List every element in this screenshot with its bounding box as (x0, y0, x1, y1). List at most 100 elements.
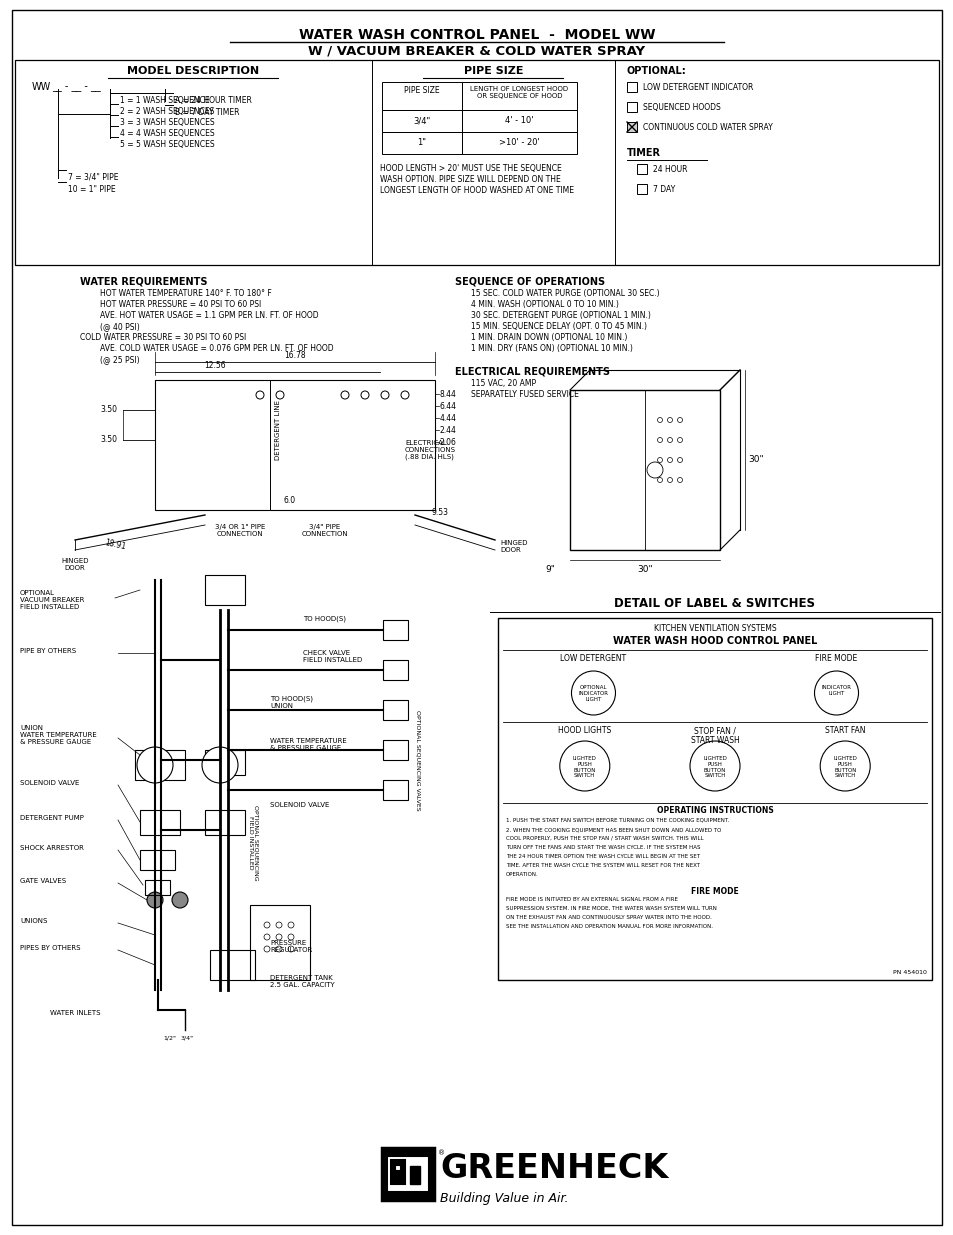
Circle shape (202, 747, 237, 783)
Bar (497, 618, 931, 981)
Text: LIGHTED
PUSH
BUTTON
SWITCH: LIGHTED PUSH BUTTON SWITCH (702, 756, 726, 778)
Circle shape (677, 437, 681, 442)
Bar (381, 110, 461, 132)
Circle shape (820, 741, 869, 790)
Bar (210, 950, 254, 981)
Bar (205, 576, 245, 605)
Circle shape (275, 923, 282, 927)
Text: UNION
WATER TEMPERATURE
& PRESSURE GAUGE: UNION WATER TEMPERATURE & PRESSURE GAUGE (20, 725, 96, 745)
Text: LONGEST LENGTH OF HOOD WASHED AT ONE TIME: LONGEST LENGTH OF HOOD WASHED AT ONE TIM… (379, 186, 574, 195)
Text: WATER WASH HOOD CONTROL PANEL: WATER WASH HOOD CONTROL PANEL (612, 636, 817, 646)
Text: TIME. AFTER THE WASH CYCLE THE SYSTEM WILL RESET FOR THE NEXT: TIME. AFTER THE WASH CYCLE THE SYSTEM WI… (505, 863, 700, 868)
Circle shape (657, 437, 661, 442)
Text: WATER WASH CONTROL PANEL  -  MODEL WW: WATER WASH CONTROL PANEL - MODEL WW (298, 28, 655, 42)
Text: KITCHEN VENTILATION SYSTEMS: KITCHEN VENTILATION SYSTEMS (653, 624, 776, 634)
Text: 16.78: 16.78 (284, 351, 306, 359)
Circle shape (657, 478, 661, 483)
Text: SOLENOID VALVE: SOLENOID VALVE (270, 802, 329, 808)
Bar (461, 82, 577, 110)
Bar (461, 110, 577, 132)
Text: UNIONS: UNIONS (20, 918, 48, 924)
Text: TO HOOD(S)
UNION: TO HOOD(S) UNION (270, 695, 313, 709)
Text: SOLENOID VALVE: SOLENOID VALVE (20, 781, 79, 785)
Text: LENGTH OF LONGEST HOOD
OR SEQUENCE OF HOOD: LENGTH OF LONGEST HOOD OR SEQUENCE OF HO… (470, 86, 568, 99)
Text: 2 = 2 WASH SEQUENCES: 2 = 2 WASH SEQUENCES (120, 107, 214, 116)
Text: 2. WHEN THE COOKING EQUIPMENT HAS BEEN SHUT DOWN AND ALLOWED TO: 2. WHEN THE COOKING EQUIPMENT HAS BEEN S… (505, 827, 720, 832)
Text: WW: WW (32, 82, 51, 91)
Text: (@ 40 PSI): (@ 40 PSI) (100, 322, 139, 331)
Text: OPTIONAL SEQUENCING
FIELD INSTALLED: OPTIONAL SEQUENCING FIELD INSTALLED (248, 805, 258, 881)
Circle shape (667, 437, 672, 442)
Bar (382, 700, 408, 720)
Text: 8.44: 8.44 (439, 390, 456, 399)
Text: 4 = 4 WASH SEQUENCES: 4 = 4 WASH SEQUENCES (120, 128, 214, 138)
Text: CHECK VALVE
FIELD INSTALLED: CHECK VALVE FIELD INSTALLED (303, 650, 362, 663)
Bar (461, 132, 577, 154)
Circle shape (264, 946, 270, 952)
Text: HOT WATER TEMPERATURE 140° F. TO 180° F: HOT WATER TEMPERATURE 140° F. TO 180° F (100, 289, 272, 298)
Circle shape (172, 892, 188, 908)
Text: ON THE EXHAUST FAN AND CONTINUOUSLY SPRAY WATER INTO THE HOOD.: ON THE EXHAUST FAN AND CONTINUOUSLY SPRA… (505, 915, 711, 920)
Text: DETERGENT TANK
2.5 GAL. CAPACITY: DETERGENT TANK 2.5 GAL. CAPACITY (270, 974, 335, 988)
Text: PRESSURE
REGULATOR: PRESSURE REGULATOR (270, 940, 312, 953)
Circle shape (288, 923, 294, 927)
Circle shape (360, 391, 369, 399)
Text: COOL PROPERLY, PUSH THE STOP FAN / START WASH SWITCH. THIS WILL: COOL PROPERLY, PUSH THE STOP FAN / START… (505, 836, 703, 841)
Circle shape (677, 478, 681, 483)
Text: 1 MIN. DRAIN DOWN (OPTIONAL 10 MIN.): 1 MIN. DRAIN DOWN (OPTIONAL 10 MIN.) (471, 333, 627, 342)
Text: __ - __ - __: __ - __ - __ (52, 82, 101, 91)
Text: SHOCK ARRESTOR: SHOCK ARRESTOR (20, 845, 84, 851)
Text: THE 24 HOUR TIMER OPTION THE WASH CYCLE WILL BEGIN AT THE SET: THE 24 HOUR TIMER OPTION THE WASH CYCLE … (505, 853, 700, 860)
Text: 4' - 10': 4' - 10' (505, 116, 533, 125)
Text: TIMER: TIMER (626, 148, 660, 158)
Circle shape (288, 934, 294, 940)
Text: SEQUENCE OF OPERATIONS: SEQUENCE OF OPERATIONS (455, 277, 604, 287)
Circle shape (275, 946, 282, 952)
Text: DETERGENT PUMP: DETERGENT PUMP (20, 815, 84, 821)
Text: 30": 30" (747, 456, 762, 464)
Text: 5 = 5 WASH SEQUENCES: 5 = 5 WASH SEQUENCES (120, 140, 214, 149)
Text: SEPARATELY FUSED SERVICE: SEPARATELY FUSED SERVICE (471, 390, 578, 399)
Text: FIRE MODE IS INITIATED BY AN EXTERNAL SIGNAL FROM A FIRE: FIRE MODE IS INITIATED BY AN EXTERNAL SI… (505, 897, 678, 902)
Bar (569, 390, 720, 550)
Text: TURN OFF THE FANS AND START THE WASH CYCLE. IF THE SYSTEM HAS: TURN OFF THE FANS AND START THE WASH CYC… (505, 845, 700, 850)
Circle shape (657, 417, 661, 422)
Circle shape (137, 747, 172, 783)
Text: COLD WATER PRESSURE = 30 PSI TO 60 PSI: COLD WATER PRESSURE = 30 PSI TO 60 PSI (80, 333, 246, 342)
Text: HINGED
DOOR: HINGED DOOR (499, 540, 527, 553)
Text: A = 24 HOUR TIMER: A = 24 HOUR TIMER (174, 96, 252, 105)
Circle shape (275, 934, 282, 940)
Text: PIPES BY OTHERS: PIPES BY OTHERS (20, 945, 80, 951)
Circle shape (380, 391, 389, 399)
Text: 3/4 OR 1" PIPE
CONNECTION: 3/4 OR 1" PIPE CONNECTION (214, 524, 265, 537)
Text: MODEL DESCRIPTION: MODEL DESCRIPTION (128, 65, 259, 77)
Bar (140, 810, 180, 835)
Text: 12.56: 12.56 (204, 361, 226, 370)
Circle shape (677, 417, 681, 422)
Text: 9": 9" (544, 564, 555, 574)
Text: AVE. COLD WATER USAGE = 0.076 GPM PER LN. FT. OF HOOD: AVE. COLD WATER USAGE = 0.076 GPM PER LN… (100, 345, 334, 353)
Bar (145, 881, 170, 895)
Text: 1": 1" (417, 138, 426, 147)
Text: 18.91: 18.91 (104, 538, 127, 552)
Bar (395, 1165, 399, 1170)
Text: FIRE MODE: FIRE MODE (815, 655, 857, 663)
Text: OPTIONAL
VACUUM BREAKER
FIELD INSTALLED: OPTIONAL VACUUM BREAKER FIELD INSTALLED (20, 590, 84, 610)
Text: 9.53: 9.53 (431, 508, 448, 517)
Text: OPTIONAL SEQUENCING VALVES: OPTIONAL SEQUENCING VALVES (416, 710, 420, 810)
Bar (381, 1149, 434, 1200)
Text: ELECTRICAL REQUIREMENTS: ELECTRICAL REQUIREMENTS (455, 367, 609, 377)
Text: 24 HOUR: 24 HOUR (652, 165, 687, 174)
Text: SEQUENCED HOODS: SEQUENCED HOODS (642, 103, 720, 112)
Bar (381, 82, 461, 110)
Text: OPTIONAL
INDICATOR
LIGHT: OPTIONAL INDICATOR LIGHT (578, 685, 608, 701)
Text: START FAN: START FAN (824, 726, 864, 735)
Text: TO HOOD(S): TO HOOD(S) (303, 615, 346, 621)
Text: 1 MIN. DRY (FANS ON) (OPTIONAL 10 MIN.): 1 MIN. DRY (FANS ON) (OPTIONAL 10 MIN.) (471, 345, 632, 353)
Bar (205, 750, 245, 776)
Text: 2.06: 2.06 (439, 438, 456, 447)
Text: LOW DETERGENT INDICATOR: LOW DETERGENT INDICATOR (642, 83, 753, 91)
Circle shape (689, 741, 740, 790)
Text: GREENHECK: GREENHECK (439, 1152, 667, 1186)
Text: (@ 25 PSI): (@ 25 PSI) (100, 354, 139, 364)
